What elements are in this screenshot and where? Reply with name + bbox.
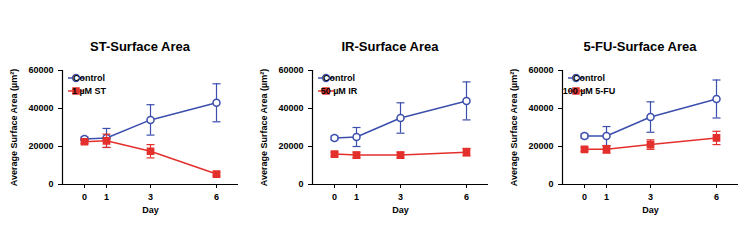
- svg-text:Average Surface Area (µm²): Average Surface Area (µm²): [259, 69, 269, 187]
- svg-text:50 µM IR: 50 µM IR: [321, 86, 358, 96]
- svg-text:Average Surface Area (µm²): Average Surface Area (µm²): [509, 69, 519, 187]
- svg-text:1 µM ST: 1 µM ST: [72, 86, 107, 96]
- svg-text:Day: Day: [142, 205, 159, 215]
- svg-text:Control: Control: [323, 73, 355, 83]
- svg-text:1: 1: [604, 192, 609, 202]
- svg-text:0: 0: [48, 179, 53, 189]
- svg-text:0: 0: [332, 192, 337, 202]
- svg-text:60000: 60000: [28, 65, 53, 75]
- svg-text:0: 0: [82, 192, 87, 202]
- svg-text:3: 3: [148, 192, 153, 202]
- svg-text:Control: Control: [573, 73, 605, 83]
- svg-text:0: 0: [298, 179, 303, 189]
- html-text:ST-Surface Area: ST-Surface Area: [90, 39, 190, 54]
- svg-text:Day: Day: [392, 205, 409, 215]
- svg-text:6: 6: [214, 192, 219, 202]
- html-text:5-FU-Surface Area: 5-FU-Surface Area: [583, 39, 697, 54]
- svg-text:20000: 20000: [28, 141, 53, 151]
- svg-text:3: 3: [648, 192, 653, 202]
- svg-text:40000: 40000: [528, 103, 553, 113]
- svg-text:Control: Control: [73, 73, 105, 83]
- svg-text:6: 6: [714, 192, 719, 202]
- svg-text:0: 0: [548, 179, 553, 189]
- svg-text:1: 1: [354, 192, 359, 202]
- svg-text:6: 6: [464, 192, 469, 202]
- svg-text:0: 0: [582, 192, 587, 202]
- svg-text:40000: 40000: [278, 103, 303, 113]
- html-text:IR-Surface Area: IR-Surface Area: [341, 39, 439, 54]
- svg-text:100 µM 5-FU: 100 µM 5-FU: [563, 86, 616, 96]
- svg-text:Day: Day: [642, 205, 659, 215]
- svg-text:40000: 40000: [28, 103, 53, 113]
- svg-text:20000: 20000: [278, 141, 303, 151]
- svg-text:Average Surface Area (µm²): Average Surface Area (µm²): [9, 69, 19, 187]
- svg-text:60000: 60000: [528, 65, 553, 75]
- svg-text:3: 3: [398, 192, 403, 202]
- svg-text:1: 1: [104, 192, 109, 202]
- svg-text:20000: 20000: [528, 141, 553, 151]
- svg-text:60000: 60000: [278, 65, 303, 75]
